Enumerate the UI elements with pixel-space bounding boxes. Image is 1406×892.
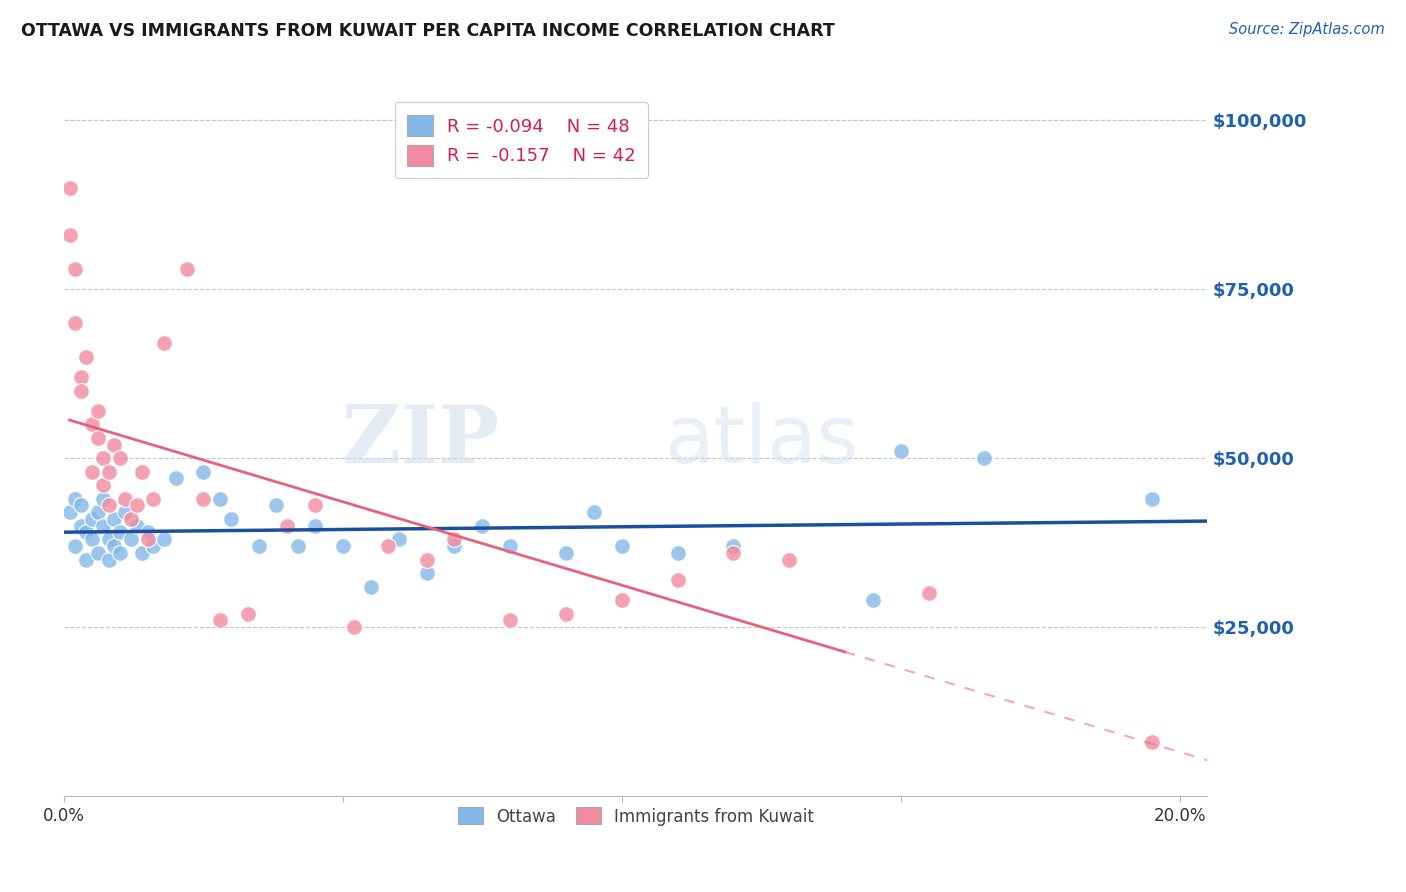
Point xyxy=(131,546,153,560)
Point xyxy=(153,533,176,547)
Point xyxy=(120,533,142,547)
Point xyxy=(610,593,633,607)
Point xyxy=(332,539,354,553)
Point xyxy=(63,539,86,553)
Point xyxy=(97,465,120,479)
Point xyxy=(103,437,125,451)
Point xyxy=(108,451,131,466)
Point xyxy=(209,491,232,506)
Point xyxy=(582,505,605,519)
Point xyxy=(103,512,125,526)
Point xyxy=(114,491,136,506)
Point xyxy=(59,505,82,519)
Point xyxy=(917,586,939,600)
Point xyxy=(91,451,114,466)
Point xyxy=(1140,491,1163,506)
Point xyxy=(555,607,578,621)
Point xyxy=(97,552,120,566)
Point xyxy=(97,499,120,513)
Point xyxy=(209,613,232,627)
Point xyxy=(264,499,287,513)
Point xyxy=(142,491,165,506)
Point xyxy=(276,518,298,533)
Point xyxy=(165,471,187,485)
Point xyxy=(91,518,114,533)
Point xyxy=(125,499,148,513)
Point xyxy=(69,499,91,513)
Point xyxy=(63,316,86,330)
Point xyxy=(97,533,120,547)
Point xyxy=(415,552,437,566)
Point xyxy=(69,384,91,398)
Point xyxy=(443,533,465,547)
Point xyxy=(221,512,243,526)
Point xyxy=(304,499,326,513)
Point xyxy=(471,518,494,533)
Point xyxy=(86,546,108,560)
Point xyxy=(131,465,153,479)
Point xyxy=(125,518,148,533)
Point xyxy=(973,451,995,466)
Point xyxy=(193,491,215,506)
Point xyxy=(388,533,411,547)
Point xyxy=(69,370,91,384)
Point xyxy=(86,404,108,418)
Point xyxy=(136,533,159,547)
Text: OTTAWA VS IMMIGRANTS FROM KUWAIT PER CAPITA INCOME CORRELATION CHART: OTTAWA VS IMMIGRANTS FROM KUWAIT PER CAP… xyxy=(21,22,835,40)
Point xyxy=(176,261,198,276)
Point xyxy=(153,336,176,351)
Point xyxy=(103,539,125,553)
Point xyxy=(59,180,82,194)
Text: Source: ZipAtlas.com: Source: ZipAtlas.com xyxy=(1229,22,1385,37)
Point xyxy=(69,518,91,533)
Point xyxy=(86,505,108,519)
Point xyxy=(1140,735,1163,749)
Point xyxy=(75,350,97,364)
Point xyxy=(443,539,465,553)
Point xyxy=(142,539,165,553)
Point xyxy=(59,228,82,243)
Point xyxy=(287,539,309,553)
Point xyxy=(499,613,522,627)
Point xyxy=(91,491,114,506)
Point xyxy=(114,505,136,519)
Point xyxy=(666,546,689,560)
Point xyxy=(120,512,142,526)
Text: atlas: atlas xyxy=(664,402,859,480)
Point xyxy=(108,525,131,540)
Point xyxy=(247,539,270,553)
Point xyxy=(91,478,114,492)
Point xyxy=(80,512,103,526)
Point xyxy=(80,533,103,547)
Point xyxy=(63,261,86,276)
Point xyxy=(75,552,97,566)
Point xyxy=(236,607,259,621)
Point xyxy=(890,444,912,458)
Point xyxy=(555,546,578,560)
Point xyxy=(723,546,745,560)
Legend: Ottawa, Immigrants from Kuwait: Ottawa, Immigrants from Kuwait xyxy=(449,799,823,834)
Point xyxy=(499,539,522,553)
Point xyxy=(80,465,103,479)
Point xyxy=(304,518,326,533)
Point xyxy=(723,539,745,553)
Point xyxy=(360,580,382,594)
Point xyxy=(778,552,800,566)
Point xyxy=(75,525,97,540)
Point xyxy=(610,539,633,553)
Point xyxy=(415,566,437,580)
Point xyxy=(86,431,108,445)
Point xyxy=(80,417,103,432)
Point xyxy=(862,593,884,607)
Point xyxy=(666,573,689,587)
Point xyxy=(108,546,131,560)
Point xyxy=(63,491,86,506)
Point xyxy=(343,620,366,634)
Point xyxy=(193,465,215,479)
Point xyxy=(136,525,159,540)
Text: ZIP: ZIP xyxy=(342,402,499,480)
Point xyxy=(377,539,399,553)
